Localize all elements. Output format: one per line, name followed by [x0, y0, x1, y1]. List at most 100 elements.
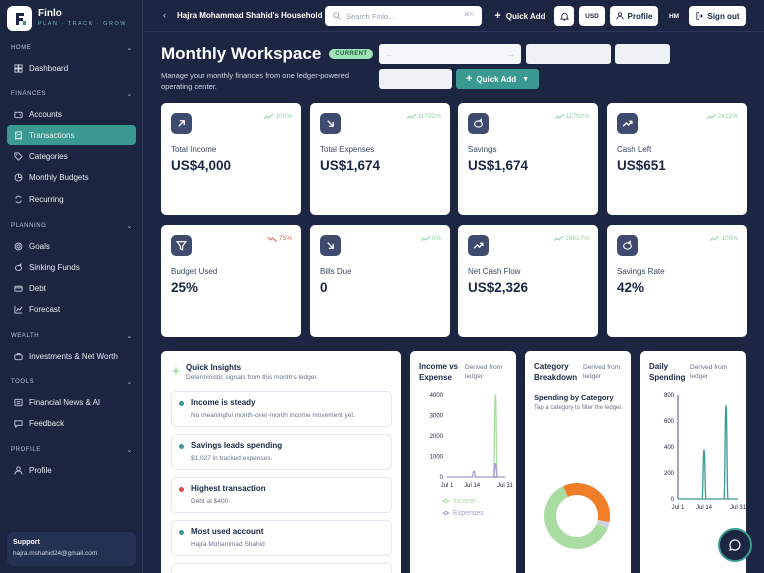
kpi-card-budget-used[interactable]: 75% Budget Used 25%: [161, 225, 301, 337]
nav-section-label: HOME: [11, 45, 32, 51]
kpi-trend: 75%: [267, 235, 292, 242]
receipt-icon: [15, 131, 22, 140]
kpi-icon: [468, 235, 489, 256]
search-shortcut: ⌘K: [463, 12, 474, 18]
kpi-value: US$1,674: [320, 158, 381, 173]
arrow-down-right-icon: [327, 120, 334, 127]
nav-section-home[interactable]: HOME ⌄: [11, 44, 133, 52]
insight-desc: $1,027 in tracked expenses.: [191, 455, 273, 462]
spending-by-category-title: Spending by Category: [534, 393, 614, 402]
sidebar-item-transactions[interactable]: Transactions: [7, 125, 136, 146]
trend-up-icon: [554, 113, 564, 119]
kpi-icon: [617, 113, 638, 134]
filter-control-3[interactable]: [379, 69, 452, 89]
kpi-card-cash-left[interactable]: 2412% Cash Left US$651: [607, 103, 747, 215]
current-badge: CURRENT: [329, 49, 374, 59]
insight-desc: No meaningful month-over-month income mo…: [191, 412, 356, 419]
funnel-icon: [176, 241, 187, 251]
support-card[interactable]: Support hajra.mshahid24@gmail.com: [7, 532, 136, 566]
y-tick-label: 400: [664, 445, 675, 451]
legend-marker: [444, 499, 448, 503]
notifications-button[interactable]: [554, 6, 574, 26]
sidebar-item-categories[interactable]: Categories: [7, 147, 136, 167]
sidebar-item-sinking-funds[interactable]: Sinking Funds: [7, 257, 136, 277]
brand[interactable]: Finlo PLAN · TRACK · GROW: [7, 6, 127, 31]
quick-add-button[interactable]: + Quick Add ▼: [456, 69, 539, 89]
profile-button[interactable]: Profile: [610, 6, 658, 26]
nav-section-tools[interactable]: TOOLS ⌄: [11, 378, 133, 386]
sidebar-item-profile[interactable]: Profile: [7, 460, 136, 480]
sidebar-item-dashboard[interactable]: Dashboard: [7, 58, 136, 78]
filter-control-2[interactable]: [615, 44, 670, 64]
household-name[interactable]: Hajra Mohammad Shahid's Household: [177, 11, 323, 20]
kpi-trend-value: 11792%: [565, 113, 589, 120]
filter-control-1[interactable]: [526, 44, 611, 64]
insight-item[interactable]: Income is steady No meaningful month-ove…: [171, 391, 392, 427]
kpi-card-savings-rate[interactable]: 100% Savings Rate 42%: [607, 225, 747, 337]
kpi-card-savings[interactable]: 11792% Savings US$1,674: [458, 103, 598, 215]
chevron-left-icon[interactable]: ‹: [163, 10, 166, 20]
chat-button[interactable]: [718, 528, 752, 562]
y-tick-label: 3000: [430, 414, 444, 420]
sign-out-button[interactable]: Sign out: [689, 6, 746, 26]
month-selector[interactable]: ← →: [379, 44, 521, 64]
topbar-quick-add-button[interactable]: + Quick Add: [490, 6, 550, 26]
kpi-value: 25%: [171, 280, 199, 295]
trend-up-icon: [264, 113, 274, 119]
kpi-trend: 16617%: [554, 235, 589, 242]
sidebar-item-forecast[interactable]: Forecast: [7, 300, 136, 320]
currency-select[interactable]: USD: [579, 6, 605, 26]
insight-item-partial[interactable]: [171, 563, 392, 573]
wallet-icon: [14, 111, 23, 118]
nav-section-finances[interactable]: FINANCES ⌄: [11, 90, 133, 98]
nav-section-label: WEALTH: [11, 333, 40, 339]
search-input[interactable]: Search Finlo... ⌘K: [325, 6, 482, 26]
kpi-card-total-income[interactable]: 100% Total Income US$4,000: [161, 103, 301, 215]
y-tick-label: 800: [664, 393, 675, 399]
sidebar-item-accounts[interactable]: Accounts: [7, 104, 136, 124]
sidebar-item-monthly-budgets[interactable]: Monthly Budgets: [7, 168, 136, 188]
insight-status-dot: [179, 444, 184, 449]
x-tick-label: Jul 31: [730, 505, 746, 511]
insight-item[interactable]: Most used account Hajra Mohammad Shahid: [171, 520, 392, 556]
sidebar-item-financial-news-and-ai[interactable]: Financial News & AI: [7, 392, 136, 412]
arrow-left-icon[interactable]: ←: [385, 49, 394, 59]
kpi-trend-value: 100%: [721, 235, 738, 242]
sparkle-icon: [171, 366, 181, 376]
spending-by-category-desc: Tap a category to filter the ledger.: [534, 405, 623, 411]
line-chart-icon: [14, 306, 23, 314]
sidebar-item-debt[interactable]: Debt: [7, 279, 136, 299]
daily-spending-title: Daily Spending: [649, 362, 686, 382]
user-initials-avatar[interactable]: HM: [668, 12, 680, 20]
piggy-bank-icon: [623, 240, 632, 250]
arrow-right-icon[interactable]: →: [506, 49, 515, 59]
donut-slice-category-a: [544, 486, 608, 549]
nav-section-label: PROFILE: [11, 447, 41, 453]
sidebar-item-investments-and-net-worth[interactable]: Investments & Net Worth: [7, 346, 136, 366]
kpi-trend-value: 2412%: [717, 113, 738, 120]
sidebar-item-label: Feedback: [29, 418, 65, 428]
kpi-card-total-expenses[interactable]: 11792% Total Expenses US$1,674: [310, 103, 450, 215]
sidebar-item-goals[interactable]: Goals: [7, 236, 136, 256]
pie-icon: [14, 174, 23, 182]
nav-section-profile[interactable]: PROFILE ⌄: [11, 446, 133, 454]
sidebar-item-feedback[interactable]: Feedback: [7, 413, 136, 433]
kpi-value: 42%: [617, 280, 645, 295]
insight-item[interactable]: Savings leads spending $1,027 in tracked…: [171, 434, 392, 470]
chevron-down-icon: ⌄: [126, 91, 133, 98]
sidebar: Finlo PLAN · TRACK · GROW HOME ⌄ Dashboard…: [0, 0, 143, 573]
support-email[interactable]: hajra.mshahid24@gmail.com: [13, 550, 98, 557]
kpi-label: Budget Used: [171, 267, 218, 276]
nav-section-planning[interactable]: PLANNING ⌄: [11, 222, 133, 230]
kpi-card-net-cash-flow[interactable]: 16617% Net Cash Flow US$2,326: [458, 225, 598, 337]
page-title: Monthly Workspace: [161, 44, 322, 63]
nav-section-wealth[interactable]: WEALTH ⌄: [11, 332, 133, 340]
kpi-card-bills-due[interactable]: 0% Bills Due 0: [310, 225, 450, 337]
sidebar-item-label: Investments & Net Worth: [29, 351, 118, 361]
category-donut-chart[interactable]: [525, 471, 631, 561]
category-title: Category Breakdown: [534, 362, 578, 382]
insight-item[interactable]: Highest transaction Debt at $400.: [171, 477, 392, 513]
news-icon: [14, 398, 23, 406]
sidebar-item-recurring[interactable]: Recurring: [7, 189, 136, 209]
insight-title: Savings leads spending: [191, 441, 283, 450]
